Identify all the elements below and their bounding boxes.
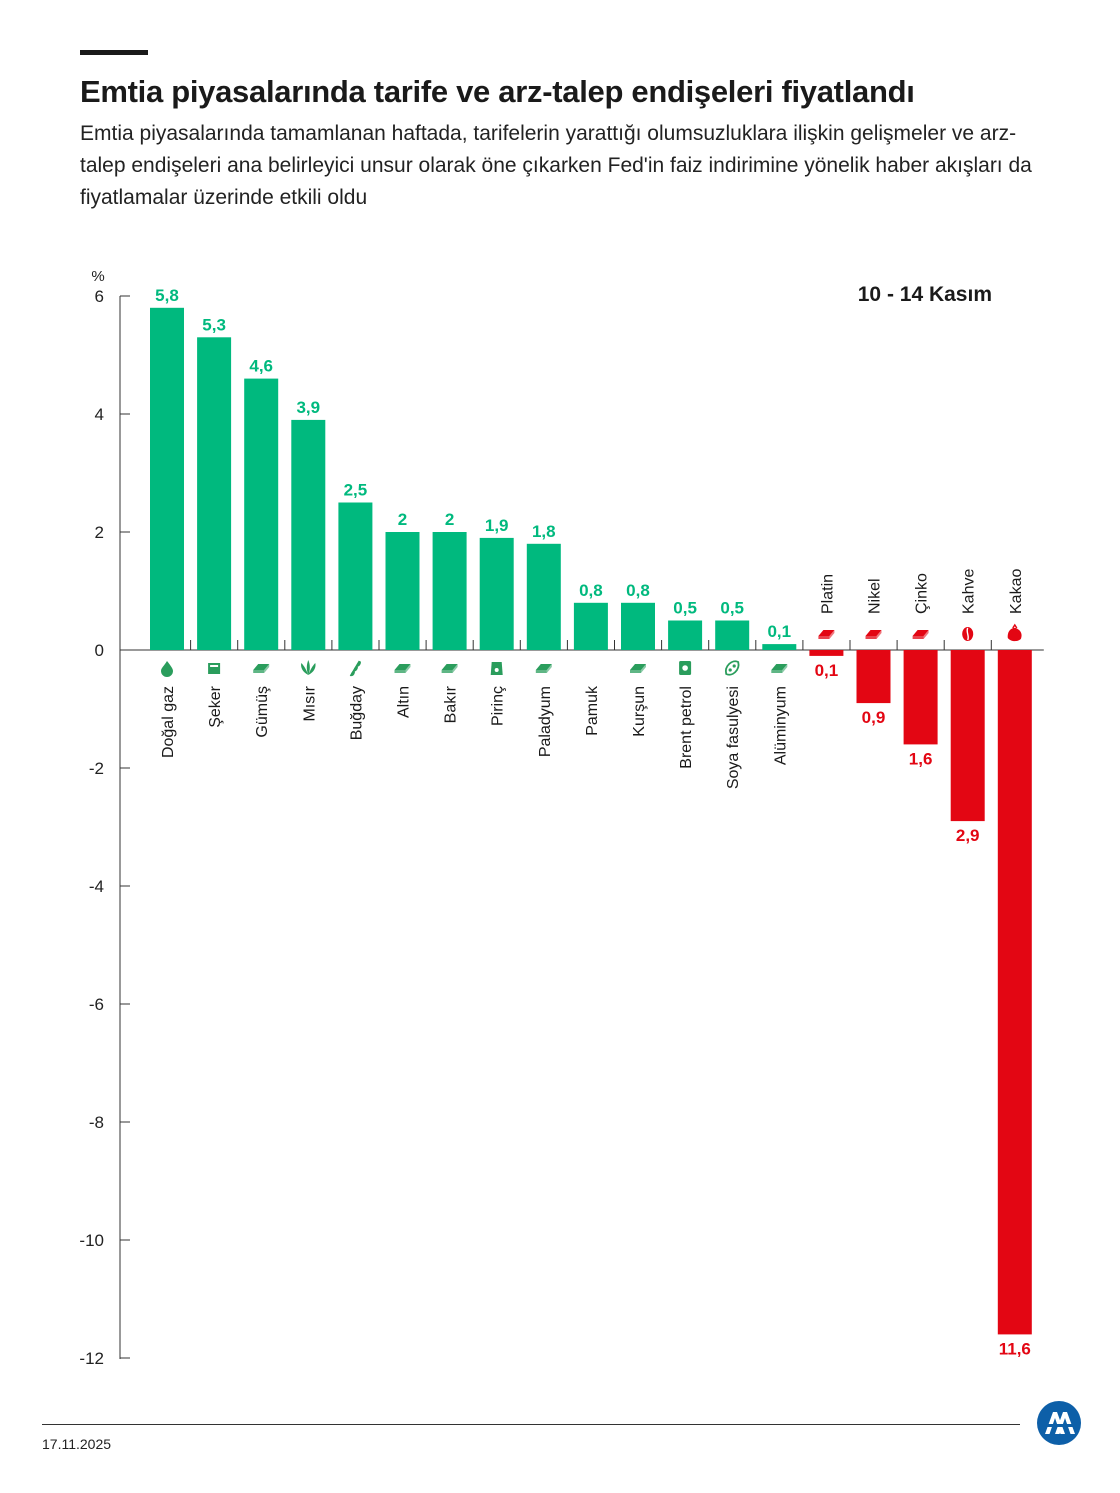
category-label: Doğal gaz: [160, 686, 177, 758]
wheat-icon: [349, 660, 361, 677]
bar: [856, 650, 891, 704]
category-label: Kahve: [961, 569, 978, 614]
bar: [526, 543, 561, 650]
bar: [715, 620, 750, 650]
category-label: Soya fasulyesi: [725, 686, 742, 789]
value-label: 5,8: [155, 286, 179, 305]
category-label: Pirinç: [490, 686, 507, 726]
footer-rule: [42, 1424, 1020, 1425]
bar: [479, 537, 514, 650]
value-label: 0,8: [626, 581, 650, 600]
flame-icon: [161, 661, 173, 677]
metal-icon: [630, 664, 646, 673]
bar: [762, 644, 797, 650]
category-label: Gümüş: [254, 686, 271, 738]
publish-date: 17.11.2025: [42, 1436, 112, 1452]
bar: [668, 620, 703, 650]
title-rule: [80, 50, 148, 55]
metal-icon: [394, 664, 411, 673]
value-label: 5,3: [202, 315, 226, 334]
bar: [150, 307, 184, 650]
page-title: Emtia piyasalarında tarife ve arz-talep …: [80, 74, 915, 109]
category-label: Kakao: [1008, 569, 1025, 614]
value-label: 1,6: [909, 749, 933, 768]
page-subtitle: Emtia piyasalarında tamamlanan haftada, …: [80, 122, 1032, 209]
category-label: Brent petrol: [678, 686, 695, 769]
value-label: 4,6: [249, 357, 273, 376]
metal-icon: [818, 630, 835, 639]
y-tick-label: -12: [79, 1349, 104, 1368]
value-label: 1,8: [532, 522, 556, 541]
value-label: 0,5: [673, 599, 697, 618]
category-label: Altın: [396, 686, 413, 718]
category-label: Çinko: [914, 573, 931, 614]
category-label: Şeker: [207, 685, 224, 727]
y-tick-label: 2: [95, 523, 104, 542]
y-tick-label: 4: [95, 405, 104, 424]
category-label: Pamuk: [584, 685, 601, 736]
metal-icon: [912, 630, 929, 639]
value-label: 0,1: [815, 661, 839, 680]
y-tick-label: -2: [89, 759, 104, 778]
value-label: 2: [445, 510, 454, 529]
value-label: 2,9: [956, 826, 980, 845]
category-label: Nikel: [867, 578, 884, 614]
category-label: Buğday: [348, 686, 365, 740]
metal-icon: [535, 664, 552, 673]
bar: [338, 502, 373, 650]
bar: [950, 650, 985, 822]
bar: [197, 337, 232, 650]
value-label: 1,9: [485, 516, 509, 535]
metal-icon: [253, 664, 270, 673]
bar-chart: % 6 4 2 0 -2 -4 -6 -8 -10 -12 10 - 14 Kasım 5,8 Doğal…: [79, 268, 1044, 1368]
bar: [385, 532, 420, 650]
category-label: Paladyum: [537, 686, 554, 757]
category-label: Platin: [819, 574, 836, 614]
y-axis-unit-label: %: [91, 268, 104, 285]
bar: [997, 650, 1032, 1335]
category-label: Kurşun: [631, 686, 648, 737]
bar: [432, 532, 467, 650]
period-label: 10 - 14 Kasım: [858, 283, 992, 306]
metal-icon: [771, 664, 788, 673]
category-label: Bakır: [443, 685, 460, 723]
value-label: 0,9: [862, 708, 886, 727]
metal-icon: [441, 664, 458, 673]
value-label: 0,8: [579, 581, 603, 600]
value-label: 2: [398, 510, 407, 529]
oil-barrel-icon: [679, 661, 692, 675]
y-tick-label: -10: [79, 1231, 104, 1250]
coffee-bean-icon: [962, 627, 974, 641]
bar: [244, 378, 279, 650]
bar: [621, 602, 655, 650]
category-label: Mısır: [301, 685, 318, 721]
cocoa-icon: [1007, 623, 1022, 642]
bar: [573, 602, 608, 650]
value-label: 0,1: [767, 622, 791, 641]
y-tick-label: -4: [89, 877, 104, 896]
aa-logo-icon: [1037, 1401, 1081, 1445]
y-tick-label: -6: [89, 995, 104, 1014]
value-label: 3,9: [296, 398, 320, 417]
value-label: 2,5: [344, 481, 368, 500]
bar: [809, 650, 844, 656]
value-label: 11,6: [999, 1339, 1031, 1358]
bar: [291, 419, 326, 650]
y-tick-label: -8: [89, 1113, 104, 1132]
y-tick-label: 0: [95, 641, 104, 660]
bar: [903, 650, 938, 745]
metal-icon: [865, 630, 882, 639]
y-tick-label: 6: [95, 287, 104, 306]
soybean-icon: [725, 660, 740, 676]
value-label: 0,5: [720, 599, 744, 618]
rice-icon: [490, 662, 503, 675]
category-label: Alüminyum: [772, 686, 789, 765]
corn-icon: [301, 660, 316, 675]
sugar-icon: [208, 663, 221, 674]
